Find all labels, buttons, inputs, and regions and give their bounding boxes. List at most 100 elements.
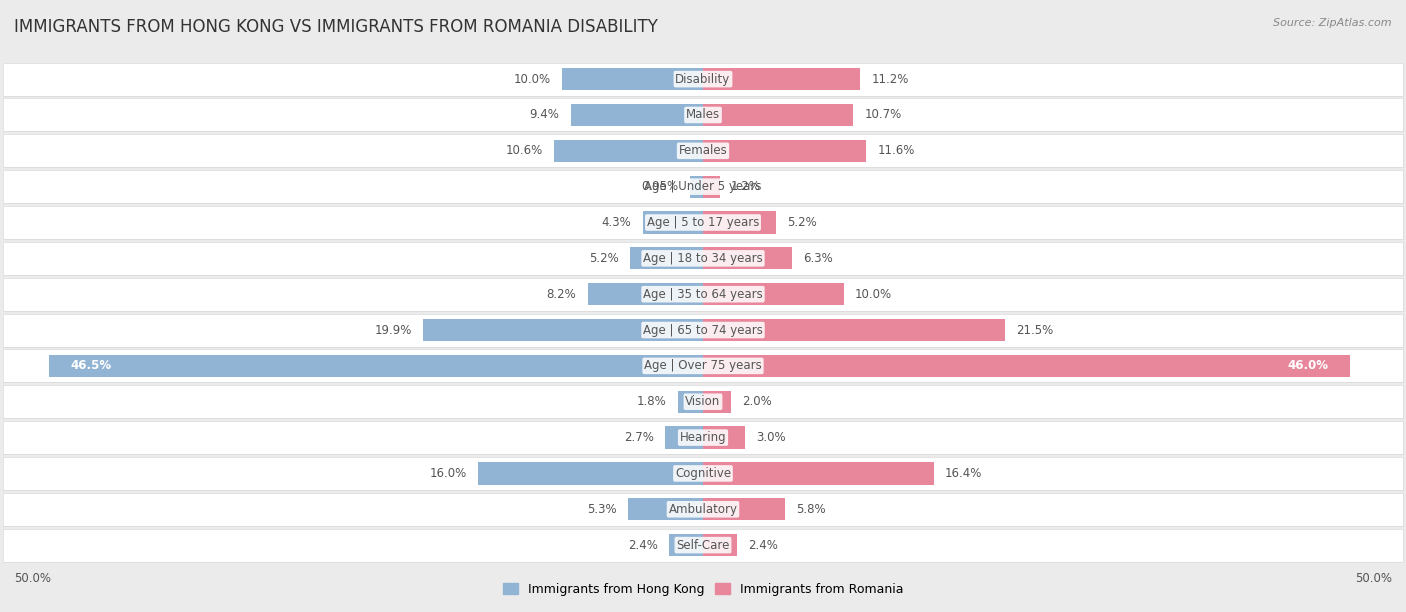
Bar xyxy=(3,242,1403,275)
Text: 5.3%: 5.3% xyxy=(588,503,617,516)
Text: Females: Females xyxy=(679,144,727,157)
Legend: Immigrants from Hong Kong, Immigrants from Romania: Immigrants from Hong Kong, Immigrants fr… xyxy=(499,579,907,600)
Bar xyxy=(3,313,1403,346)
Text: 46.5%: 46.5% xyxy=(70,359,111,372)
Bar xyxy=(703,211,776,234)
Bar xyxy=(49,355,703,377)
Text: 10.7%: 10.7% xyxy=(865,108,901,121)
Bar xyxy=(703,104,853,126)
Bar xyxy=(3,278,1403,311)
Text: Hearing: Hearing xyxy=(679,431,727,444)
Bar xyxy=(3,99,1403,132)
Bar xyxy=(3,134,1403,167)
Bar xyxy=(3,493,1403,526)
Text: 10.0%: 10.0% xyxy=(515,73,551,86)
Bar xyxy=(3,134,1403,167)
Text: Self-Care: Self-Care xyxy=(676,539,730,551)
Bar xyxy=(678,390,703,413)
Bar xyxy=(3,242,1403,275)
Text: Age | Over 75 years: Age | Over 75 years xyxy=(644,359,762,372)
Bar xyxy=(3,62,1403,95)
Text: Source: ZipAtlas.com: Source: ZipAtlas.com xyxy=(1274,18,1392,28)
Bar xyxy=(571,104,703,126)
Text: Cognitive: Cognitive xyxy=(675,467,731,480)
Bar xyxy=(423,319,703,341)
Text: 16.0%: 16.0% xyxy=(430,467,467,480)
Bar xyxy=(3,170,1403,203)
Text: 1.2%: 1.2% xyxy=(731,180,761,193)
Text: Age | 5 to 17 years: Age | 5 to 17 years xyxy=(647,216,759,229)
Text: 5.2%: 5.2% xyxy=(589,252,619,265)
Bar xyxy=(3,99,1403,132)
Text: 4.3%: 4.3% xyxy=(602,216,631,229)
Bar xyxy=(3,529,1403,562)
Text: Age | Under 5 years: Age | Under 5 years xyxy=(644,180,762,193)
Text: 9.4%: 9.4% xyxy=(530,108,560,121)
Bar xyxy=(3,206,1403,239)
Bar xyxy=(3,529,1403,562)
Text: 8.2%: 8.2% xyxy=(547,288,576,300)
Bar xyxy=(630,247,703,269)
Text: 10.0%: 10.0% xyxy=(855,288,891,300)
Bar xyxy=(3,457,1403,490)
Text: 21.5%: 21.5% xyxy=(1017,324,1053,337)
Text: Ambulatory: Ambulatory xyxy=(668,503,738,516)
Bar xyxy=(3,421,1403,454)
Bar xyxy=(3,206,1403,239)
Text: 11.6%: 11.6% xyxy=(877,144,915,157)
Text: IMMIGRANTS FROM HONG KONG VS IMMIGRANTS FROM ROMANIA DISABILITY: IMMIGRANTS FROM HONG KONG VS IMMIGRANTS … xyxy=(14,18,658,36)
Bar xyxy=(478,462,703,485)
Text: 5.2%: 5.2% xyxy=(787,216,817,229)
Text: 10.6%: 10.6% xyxy=(506,144,543,157)
Bar xyxy=(690,176,703,198)
Bar xyxy=(3,421,1403,454)
Bar xyxy=(3,349,1403,382)
Bar xyxy=(669,534,703,556)
Text: 50.0%: 50.0% xyxy=(14,572,51,585)
Text: 1.8%: 1.8% xyxy=(637,395,666,408)
Bar xyxy=(703,390,731,413)
Text: 16.4%: 16.4% xyxy=(945,467,983,480)
Bar xyxy=(703,68,860,90)
Bar xyxy=(3,62,1403,95)
Bar xyxy=(703,498,785,520)
Bar xyxy=(703,462,934,485)
Text: Age | 35 to 64 years: Age | 35 to 64 years xyxy=(643,288,763,300)
Bar xyxy=(703,283,844,305)
Bar xyxy=(703,355,1350,377)
Text: 0.95%: 0.95% xyxy=(641,180,678,193)
Text: 50.0%: 50.0% xyxy=(1355,572,1392,585)
Bar xyxy=(3,349,1403,382)
Text: 5.8%: 5.8% xyxy=(796,503,825,516)
Bar xyxy=(3,457,1403,490)
Bar xyxy=(3,278,1403,311)
Text: Vision: Vision xyxy=(685,395,721,408)
Bar xyxy=(3,170,1403,203)
Bar xyxy=(3,313,1403,346)
Text: 6.3%: 6.3% xyxy=(803,252,832,265)
Bar xyxy=(3,385,1403,418)
Bar xyxy=(554,140,703,162)
Text: 2.4%: 2.4% xyxy=(628,539,658,551)
Bar xyxy=(628,498,703,520)
Bar xyxy=(3,493,1403,526)
Bar xyxy=(703,140,866,162)
Bar xyxy=(703,534,737,556)
Bar xyxy=(562,68,703,90)
Bar xyxy=(588,283,703,305)
Text: Age | 65 to 74 years: Age | 65 to 74 years xyxy=(643,324,763,337)
Text: Males: Males xyxy=(686,108,720,121)
Text: 2.0%: 2.0% xyxy=(742,395,772,408)
Text: 2.7%: 2.7% xyxy=(624,431,654,444)
Text: 3.0%: 3.0% xyxy=(756,431,786,444)
Text: 46.0%: 46.0% xyxy=(1288,359,1329,372)
Bar xyxy=(703,319,1005,341)
Text: 2.4%: 2.4% xyxy=(748,539,778,551)
Text: 19.9%: 19.9% xyxy=(374,324,412,337)
Bar xyxy=(643,211,703,234)
Bar xyxy=(665,427,703,449)
Text: Disability: Disability xyxy=(675,73,731,86)
Bar xyxy=(703,247,792,269)
Bar xyxy=(703,427,745,449)
Bar xyxy=(703,176,720,198)
